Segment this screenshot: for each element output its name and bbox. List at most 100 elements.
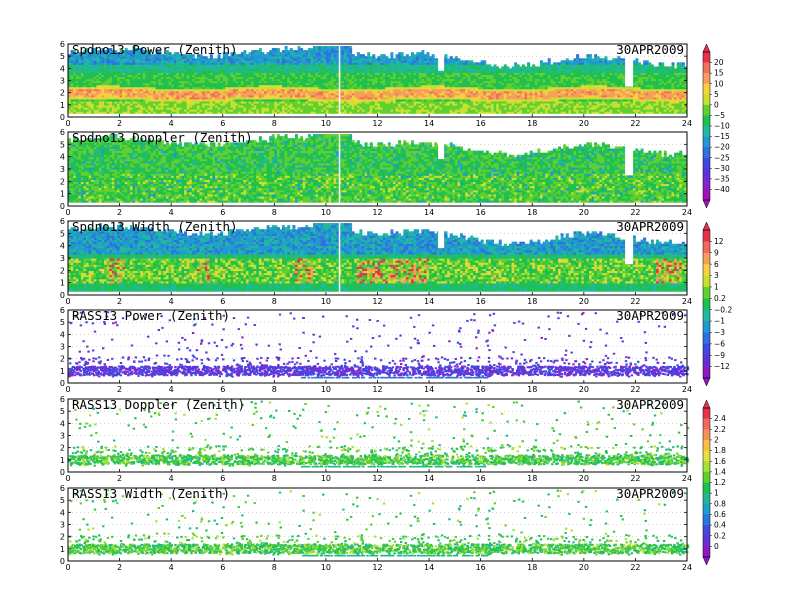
heatmap-cell: [163, 90, 167, 94]
heatmap-cell: [75, 99, 79, 102]
heatmap-cell: [88, 68, 92, 71]
heatmap-cell: [235, 58, 239, 61]
heatmap-cell: [122, 52, 126, 55]
heatmap-cell: [145, 62, 149, 65]
heatmap-cell: [168, 76, 172, 80]
heatmap-cell: [122, 107, 126, 110]
heatmap-cell: [248, 92, 252, 96]
heatmap-cell: [230, 94, 234, 98]
heatmap-cell: [117, 76, 120, 80]
heatmap-cell: [78, 111, 82, 114]
heatmap-cell: [73, 97, 77, 100]
heatmap-cell: [207, 62, 211, 65]
heatmap-cell: [129, 58, 133, 61]
heatmap-cell: [111, 101, 115, 104]
heatmap-cell: [184, 62, 188, 65]
heatmap-cell: [166, 50, 169, 53]
heatmap-cell: [173, 86, 177, 90]
heatmap-cell: [127, 64, 131, 67]
heatmap-cell: [189, 76, 193, 80]
heatmap-cell: [222, 66, 226, 69]
heatmap-cell: [217, 90, 221, 94]
heatmap-cell: [181, 92, 185, 96]
heatmap-cell: [168, 92, 172, 96]
heatmap-cell: [114, 103, 118, 106]
heatmap-cell: [83, 111, 87, 114]
heatmap-cell: [199, 58, 203, 61]
heatmap-cell: [364, 56, 368, 59]
heatmap-cell: [220, 107, 224, 110]
heatmap-cell: [194, 111, 198, 114]
heatmap-cell: [421, 50, 425, 53]
heatmap-cell: [98, 60, 102, 63]
heatmap-cell: [418, 52, 422, 55]
heatmap-cell: [129, 101, 133, 104]
heatmap-cell: [158, 58, 162, 61]
heatmap-cell: [207, 94, 211, 98]
heatmap-cell: [209, 99, 213, 102]
heatmap-cell: [88, 86, 92, 90]
heatmap-cell: [240, 86, 244, 90]
heatmap-cell: [204, 78, 208, 82]
heatmap-cell: [140, 72, 144, 75]
heatmap-cell: [96, 107, 100, 110]
heatmap-cell: [233, 94, 237, 98]
heatmap-cell: [248, 74, 252, 78]
heatmap-cell: [135, 88, 139, 92]
heatmap-cell: [78, 74, 82, 78]
heatmap-cell: [245, 105, 249, 108]
heatmap-cell: [176, 76, 180, 80]
heatmap-cell: [215, 86, 218, 90]
heatmap-cell: [93, 52, 97, 55]
heatmap-cell: [181, 58, 185, 61]
heatmap-cell: [243, 64, 247, 67]
heatmap-cell: [70, 52, 74, 55]
heatmap-cell: [124, 94, 128, 98]
heatmap-cell: [189, 74, 193, 78]
heatmap-cell: [184, 84, 188, 88]
heatmap-cell: [160, 80, 164, 84]
heatmap-cell: [233, 84, 237, 88]
heatmap-cell: [86, 105, 90, 108]
heatmap-cell: [119, 70, 123, 73]
heatmap-cell: [93, 84, 97, 88]
heatmap-cell: [212, 64, 216, 67]
heatmap-cell: [171, 68, 175, 71]
heatmap-cell: [168, 90, 172, 94]
heatmap-cell: [181, 68, 185, 71]
heatmap-cell: [189, 82, 193, 86]
heatmap-cell: [248, 105, 252, 108]
heatmap-cell: [238, 82, 242, 86]
heatmap-cell: [104, 70, 108, 73]
heatmap-cell: [129, 80, 133, 84]
heatmap-cell: [98, 68, 102, 71]
heatmap-cell: [127, 74, 131, 78]
heatmap-cell: [122, 68, 126, 71]
heatmap-cell: [181, 74, 185, 78]
heatmap-cell: [132, 54, 136, 57]
heatmap-cell: [251, 54, 255, 57]
heatmap-cell: [196, 88, 200, 92]
heatmap-cell: [122, 84, 126, 88]
heatmap-cell: [253, 105, 257, 108]
heatmap-cell: [106, 58, 110, 61]
heatmap-cell: [104, 105, 108, 108]
heatmap-cell: [178, 97, 182, 100]
heatmap-cell: [75, 86, 79, 90]
heatmap-cell: [176, 92, 180, 96]
heatmap-cell: [137, 48, 141, 51]
heatmap-cell: [199, 103, 203, 106]
heatmap-cell: [145, 97, 149, 100]
heatmap-cell: [212, 109, 216, 112]
heatmap-cell: [173, 66, 177, 69]
heatmap-cell: [184, 58, 188, 61]
heatmap-cell: [132, 82, 136, 86]
heatmap-cell: [261, 52, 265, 55]
heatmap-cell: [207, 97, 211, 100]
heatmap-cell: [220, 82, 224, 86]
heatmap-cell: [155, 60, 159, 63]
heatmap-cell: [155, 82, 159, 86]
heatmap-cell: [166, 74, 169, 78]
heatmap-cell: [171, 54, 175, 57]
heatmap-cell: [194, 86, 198, 90]
